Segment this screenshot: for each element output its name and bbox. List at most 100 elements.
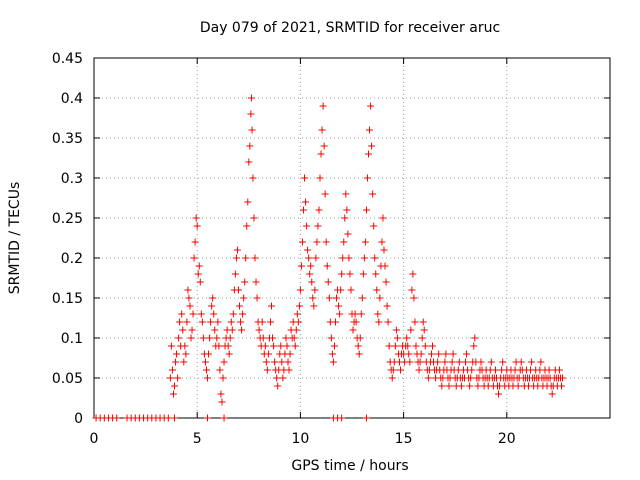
data-point <box>329 358 337 366</box>
data-point <box>338 414 346 422</box>
data-point <box>442 350 450 358</box>
data-point <box>383 302 391 310</box>
data-point <box>231 270 239 278</box>
data-point <box>204 414 212 422</box>
data-point <box>250 214 258 222</box>
data-point <box>285 366 293 374</box>
data-point <box>220 414 228 422</box>
data-point <box>309 294 317 302</box>
data-point <box>229 310 237 318</box>
data-point <box>324 278 332 286</box>
data-point <box>174 374 182 382</box>
data-point <box>375 318 383 326</box>
data-point <box>397 366 405 374</box>
data-point <box>320 142 328 150</box>
data-point <box>175 334 183 342</box>
data-point <box>301 174 309 182</box>
data-point <box>455 358 463 366</box>
data-point <box>319 102 327 110</box>
data-point <box>311 286 319 294</box>
data-point <box>537 358 545 366</box>
data-point <box>297 262 305 270</box>
data-point <box>196 278 204 286</box>
data-point <box>179 326 187 334</box>
data-point <box>271 358 279 366</box>
data-point <box>234 286 242 294</box>
data-point <box>308 278 316 286</box>
data-point <box>388 374 396 382</box>
data-point <box>408 286 416 294</box>
data-point <box>330 342 338 350</box>
data-point <box>164 414 172 422</box>
data-point <box>225 350 233 358</box>
data-point <box>210 310 218 318</box>
data-point <box>217 390 225 398</box>
data-point <box>356 334 364 342</box>
data-point <box>252 278 260 286</box>
data-point <box>318 126 326 134</box>
data-point <box>293 310 301 318</box>
data-point <box>441 358 449 366</box>
data-point <box>346 270 354 278</box>
data-point <box>290 334 298 342</box>
data-point <box>273 374 281 382</box>
data-point <box>224 342 232 350</box>
data-point <box>248 126 256 134</box>
data-point <box>470 342 478 350</box>
data-point <box>268 302 276 310</box>
data-point <box>415 366 423 374</box>
data-point <box>352 318 360 326</box>
data-point <box>291 342 299 350</box>
data-point <box>385 342 393 350</box>
data-point <box>186 302 194 310</box>
data-point <box>211 326 219 334</box>
data-point <box>198 318 206 326</box>
y-tick-label: 0.25 <box>52 211 83 227</box>
data-point <box>328 350 336 358</box>
data-point <box>197 310 205 318</box>
data-point <box>241 278 249 286</box>
data-point <box>316 174 324 182</box>
data-point <box>389 366 397 374</box>
data-point <box>219 374 227 382</box>
data-point <box>184 286 192 294</box>
axis-ticks <box>93 57 610 419</box>
data-point <box>187 334 195 342</box>
data-point <box>357 310 365 318</box>
data-point <box>310 302 318 310</box>
data-point <box>382 278 390 286</box>
y-axis-label: SRMTID / TECUs <box>7 182 23 295</box>
data-point <box>339 254 347 262</box>
x-tick-label: 20 <box>498 431 516 447</box>
data-point <box>170 414 178 422</box>
data-point <box>216 366 224 374</box>
data-point <box>185 294 193 302</box>
data-point <box>167 342 175 350</box>
data-point <box>262 358 270 366</box>
data-point <box>468 366 476 374</box>
data-point <box>294 318 302 326</box>
data-point <box>191 238 199 246</box>
data-point <box>392 326 400 334</box>
data-point <box>360 254 368 262</box>
data-point <box>173 350 181 358</box>
data-point <box>341 214 349 222</box>
data-point <box>192 214 200 222</box>
x-tick-label: 15 <box>395 431 413 447</box>
data-point <box>298 238 306 246</box>
data-point <box>188 326 196 334</box>
data-point <box>240 294 248 302</box>
data-point <box>266 318 274 326</box>
y-tick-label: 0.15 <box>52 291 83 307</box>
data-point <box>438 382 446 390</box>
data-point <box>322 238 330 246</box>
data-point <box>336 310 344 318</box>
data-points <box>92 94 567 422</box>
data-point <box>418 334 426 342</box>
data-point <box>244 198 252 206</box>
x-axis-label: GPS time / hours <box>291 458 408 474</box>
data-point <box>528 358 536 366</box>
data-point <box>370 222 378 230</box>
data-point <box>220 358 228 366</box>
data-point <box>296 286 304 294</box>
